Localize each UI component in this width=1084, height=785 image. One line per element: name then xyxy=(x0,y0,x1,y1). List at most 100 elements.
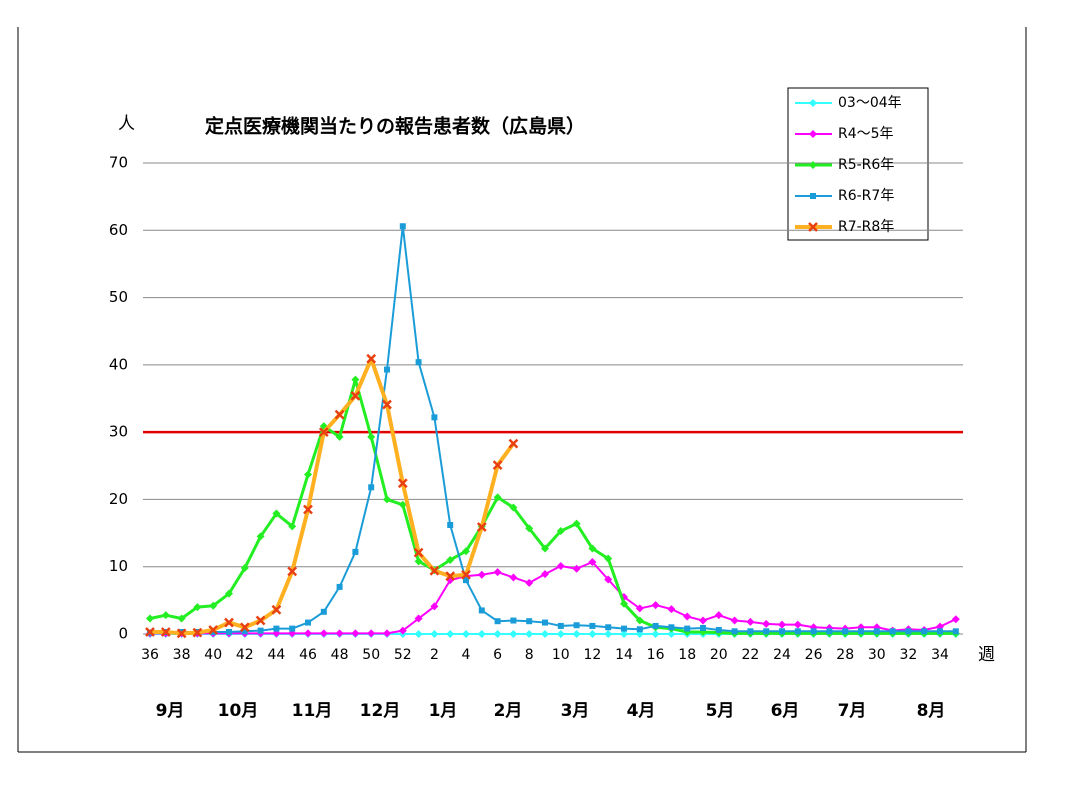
marker xyxy=(525,630,534,638)
marker xyxy=(588,558,597,567)
x-tick-label: 12 xyxy=(583,647,601,663)
y-tick-label: 60 xyxy=(109,221,128,239)
marker xyxy=(384,366,390,373)
marker xyxy=(541,544,549,553)
marker xyxy=(809,130,817,138)
marker xyxy=(667,630,676,638)
x-tick-label: 36 xyxy=(141,647,159,663)
marker xyxy=(399,223,406,230)
marker xyxy=(176,628,187,639)
marker xyxy=(430,630,439,638)
marker xyxy=(556,630,565,638)
month-label: 5月 xyxy=(706,701,735,721)
marker xyxy=(446,555,455,564)
x-tick-label: 10 xyxy=(552,647,570,663)
marker xyxy=(335,629,344,638)
x-tick-label: 2 xyxy=(430,647,439,663)
marker xyxy=(257,627,264,634)
marker xyxy=(320,608,327,615)
marker xyxy=(793,620,802,629)
marker xyxy=(192,627,203,638)
marker xyxy=(414,630,423,638)
marker xyxy=(858,628,864,635)
marker xyxy=(462,547,470,556)
marker xyxy=(620,630,628,638)
marker xyxy=(352,548,359,555)
x-tick-label: 24 xyxy=(773,647,791,663)
marker xyxy=(255,615,266,626)
marker xyxy=(921,628,928,635)
marker xyxy=(334,409,345,420)
marker xyxy=(145,627,155,637)
marker xyxy=(621,625,627,632)
x-tick-label: 6 xyxy=(493,647,502,663)
marker xyxy=(493,568,502,577)
marker xyxy=(604,575,613,584)
marker xyxy=(605,624,612,631)
marker xyxy=(415,359,422,366)
y-tick-label: 0 xyxy=(118,625,128,643)
month-label: 7月 xyxy=(838,701,867,721)
y-tick-label: 10 xyxy=(109,557,128,575)
marker xyxy=(763,628,770,635)
x-tick-label: 16 xyxy=(647,647,665,663)
marker xyxy=(635,616,644,625)
legend-label: R6-R7年 xyxy=(838,188,894,204)
marker xyxy=(651,601,660,610)
marker xyxy=(652,622,659,629)
marker xyxy=(588,630,597,638)
marker xyxy=(810,628,817,635)
y-tick-label: 70 xyxy=(109,154,128,172)
marker xyxy=(714,611,723,620)
marker xyxy=(509,573,518,582)
marker xyxy=(794,628,801,635)
marker xyxy=(289,625,296,632)
marker xyxy=(746,617,755,626)
month-label: 10月 xyxy=(218,701,259,721)
marker xyxy=(335,432,344,441)
marker xyxy=(240,564,249,573)
marker xyxy=(367,432,376,441)
month-label: 11月 xyxy=(292,701,333,721)
marker xyxy=(445,571,456,582)
marker xyxy=(573,622,580,629)
marker xyxy=(667,605,676,614)
marker xyxy=(809,161,817,169)
marker xyxy=(700,624,706,631)
y-tick-label: 50 xyxy=(109,288,128,306)
marker xyxy=(541,630,549,638)
marker xyxy=(350,390,361,401)
marker xyxy=(810,193,816,199)
marker xyxy=(683,612,692,621)
x-tick-label: 48 xyxy=(331,647,349,663)
marker xyxy=(398,626,407,635)
marker xyxy=(256,532,265,541)
marker xyxy=(368,484,375,491)
marker xyxy=(303,504,313,515)
marker xyxy=(635,604,644,613)
marker xyxy=(604,630,613,638)
marker xyxy=(226,628,232,635)
marker xyxy=(431,414,438,421)
marker xyxy=(413,547,424,558)
marker xyxy=(556,527,565,536)
marker xyxy=(161,611,170,620)
x-tick-label: 30 xyxy=(868,647,886,663)
marker xyxy=(762,619,771,628)
marker xyxy=(541,570,549,579)
x-tick-label: 8 xyxy=(525,647,534,663)
marker xyxy=(305,619,311,626)
marker xyxy=(651,630,660,638)
marker xyxy=(715,626,722,633)
x-tick-label: 22 xyxy=(741,647,759,663)
marker xyxy=(287,566,298,577)
marker xyxy=(476,522,487,532)
marker xyxy=(730,616,739,625)
marker xyxy=(160,627,171,637)
x-tick-label: 34 xyxy=(931,647,949,663)
legend-label: R5-R6年 xyxy=(838,157,894,173)
legend-label: 03～04年 xyxy=(838,95,902,111)
marker xyxy=(477,630,486,638)
x-tick-label: 40 xyxy=(204,647,222,663)
marker xyxy=(383,495,391,504)
